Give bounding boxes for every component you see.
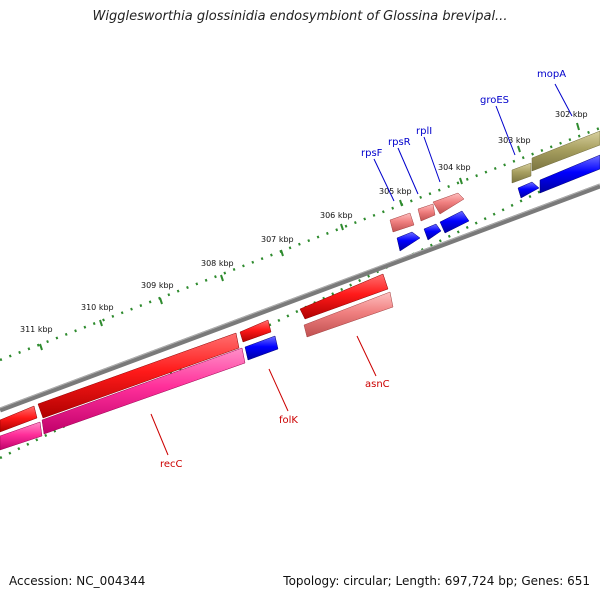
- tick-mark: [340, 223, 344, 231]
- tick-mark: [399, 199, 403, 207]
- feature-mopA-outer[interactable]: [531, 130, 600, 172]
- tick-mark: [459, 177, 463, 185]
- tick-label-307: 307 kbp: [261, 235, 294, 244]
- feature-recC-inner-left-fragment[interactable]: [0, 421, 43, 451]
- feature-recC-outer[interactable]: [37, 332, 240, 419]
- tick-mark: [576, 122, 580, 131]
- feature-folK-inner[interactable]: [244, 335, 279, 361]
- gene-label-mopA[interactable]: mopA: [537, 69, 566, 80]
- tick-mark: [517, 145, 521, 153]
- accession-text: Accession: NC_004344: [9, 574, 146, 588]
- leader-line: [373, 158, 395, 202]
- feature-recC-left-fragment[interactable]: [0, 405, 38, 433]
- tick-label-305: 305 kbp: [379, 187, 412, 196]
- gene-leader-lines: [150, 83, 573, 456]
- feature-rplI-outer[interactable]: [432, 192, 465, 215]
- feature-groES-outer[interactable]: [511, 162, 532, 184]
- leader-line: [268, 368, 289, 412]
- map-title: Wigglesworthia glossinidia endosymbiont …: [92, 9, 508, 24]
- feature-recC-inner[interactable]: [41, 347, 246, 435]
- feature-asnC-inner[interactable]: [303, 291, 394, 338]
- outer-tick-track: [0, 126, 600, 362]
- tick-mark: [99, 319, 103, 327]
- feature-mopA-inner[interactable]: [539, 154, 600, 194]
- feature-rpsF-outer[interactable]: [389, 212, 415, 233]
- feature-rplI-inner[interactable]: [439, 210, 470, 234]
- feature-folK-outer[interactable]: [239, 319, 272, 343]
- gene-label-rpsR[interactable]: rpsR: [388, 137, 411, 148]
- gene-label-recC[interactable]: recC: [160, 459, 183, 470]
- gene-label-rplI[interactable]: rplI: [416, 126, 432, 137]
- gene-label-groES[interactable]: groES: [480, 95, 509, 106]
- leader-line: [397, 147, 419, 195]
- tick-label-303: 303 kbp: [498, 136, 531, 145]
- gene-labels: mopA groES rplI rpsR rpsF asnC folK recC: [160, 69, 566, 470]
- leader-line: [423, 136, 441, 183]
- leader-line: [495, 105, 516, 156]
- tick-label-311: 311 kbp: [20, 325, 53, 334]
- feature-groES-inner[interactable]: [517, 181, 540, 199]
- feature-asnC-outer[interactable]: [299, 273, 389, 320]
- tick-mark: [159, 297, 163, 305]
- forward-features: [389, 130, 600, 252]
- feature-rpsR-inner[interactable]: [423, 223, 442, 241]
- reverse-features: [0, 273, 394, 451]
- tick-label-309: 309 kbp: [141, 281, 174, 290]
- position-labels: 302 kbp 303 kbp 304 kbp 305 kbp 306 kbp …: [20, 110, 588, 351]
- tick-mark: [280, 249, 284, 257]
- tick-mark: [220, 274, 224, 282]
- feature-rpsR-outer[interactable]: [417, 203, 436, 222]
- leader-line: [356, 335, 377, 377]
- tick-mark: [39, 343, 43, 351]
- genome-backbone: [0, 183, 600, 413]
- genome-backbone-highlight: [0, 183, 600, 409]
- gene-label-asnC[interactable]: asnC: [365, 379, 390, 390]
- tick-label-310: 310 kbp: [81, 303, 114, 312]
- tick-label-306: 306 kbp: [320, 211, 353, 220]
- leader-line: [150, 413, 169, 456]
- topology-summary: Topology: circular; Length: 697,724 bp; …: [283, 574, 590, 588]
- gene-label-rpsF[interactable]: rpsF: [361, 148, 383, 159]
- tick-label-308: 308 kbp: [201, 259, 234, 268]
- leader-line: [554, 83, 573, 117]
- gene-label-folK[interactable]: folK: [279, 415, 298, 426]
- feature-rpsF-inner[interactable]: [396, 231, 421, 252]
- tick-label-304: 304 kbp: [438, 163, 471, 172]
